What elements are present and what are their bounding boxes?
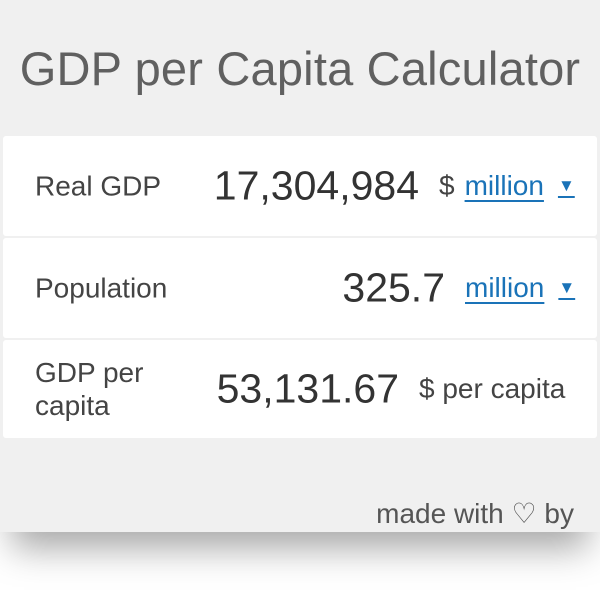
population-label: Population [35, 272, 168, 304]
gdp-per-capita-row: GDP per capita 53,131.67 $ per capita [3, 340, 597, 438]
population-unit-select[interactable]: million ▼ [465, 272, 575, 304]
real-gdp-row: Real GDP 17,304,984 $ million ▼ [3, 136, 597, 236]
real-gdp-unit-select[interactable]: million ▼ [465, 170, 575, 202]
unit-select-label: million [465, 272, 545, 303]
unit-select-label: million [464, 170, 544, 201]
gdp-per-capita-label: GDP per capita [35, 357, 144, 421]
population-row: Population 325.7 million ▼ [3, 238, 597, 338]
currency-symbol: $ [439, 170, 455, 201]
chevron-down-icon: ▼ [557, 176, 575, 195]
gdp-per-capita-result[interactable]: 53,131.67 [216, 365, 399, 412]
calculator-title: GDP per Capita Calculator [19, 41, 581, 95]
calculator-widget: GDP per Capita Calculator Real GDP 17,30… [0, 0, 600, 532]
real-gdp-unit: $ million ▼ [439, 170, 575, 202]
population-unit: million ▼ [465, 272, 575, 304]
gdp-per-capita-unit: $ per capita [419, 373, 566, 404]
made-with-credit: made with ♡ by [376, 498, 574, 529]
real-gdp-label: Real GDP [35, 170, 162, 202]
population-input[interactable]: 325.7 [342, 264, 445, 311]
real-gdp-input[interactable]: 17,304,984 [213, 162, 419, 209]
chevron-down-icon: ▼ [558, 278, 576, 297]
